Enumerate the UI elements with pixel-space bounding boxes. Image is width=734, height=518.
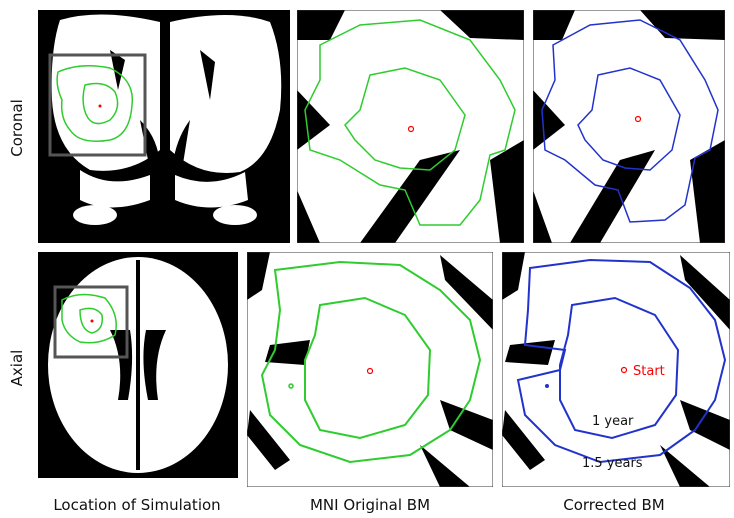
column-label: Location of Simulation: [53, 496, 220, 514]
column-label: MNI Original BM: [310, 496, 430, 514]
axial-location-panel: [38, 252, 238, 478]
axial-mni-panel: [247, 252, 493, 487]
row-label: Coronal: [8, 99, 26, 157]
coronal-location-panel: [38, 10, 290, 243]
outer-contour-label: 1.5 years: [582, 456, 643, 471]
inner-contour-label: 1 year: [592, 414, 634, 429]
coronal-corrected-panel: [533, 10, 725, 243]
column-label: Corrected BM: [563, 496, 665, 514]
start-label: Start: [633, 364, 665, 379]
coronal-mni-panel: [297, 10, 524, 243]
page: {"rows": ["Coronal", "Axial"], "columns"…: [0, 0, 734, 518]
axial-corrected-panel: [502, 252, 730, 487]
figure: Start 1 year 1.5 years Coronal Axial Loc…: [0, 0, 734, 518]
row-label: Axial: [8, 350, 26, 387]
